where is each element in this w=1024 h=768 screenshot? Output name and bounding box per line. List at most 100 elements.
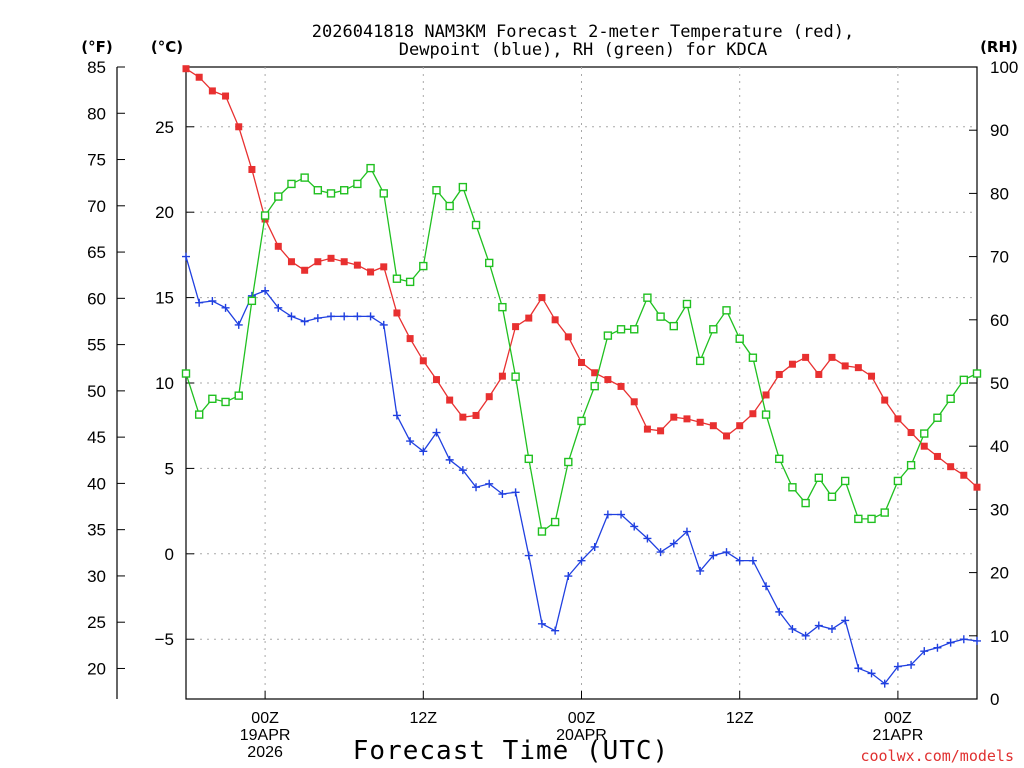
2-meter-temperature-point [947, 463, 955, 471]
dewpoint-point [959, 635, 968, 644]
rh-point [669, 321, 678, 331]
x-tick-label: 12Z [410, 710, 438, 727]
2-meter-temperature-point [551, 316, 559, 324]
2-meter-temperature-point [274, 242, 282, 250]
rh-point [616, 325, 626, 334]
rh-tick-label: 80 [990, 184, 1009, 203]
dewpoint-point [577, 556, 586, 565]
fahrenheit-tick-label: 30 [87, 567, 106, 586]
chart-title-line-1: 2026041818 NAM3KM Forecast 2-meter Tempe… [312, 22, 854, 42]
2-meter-temperature-point [485, 393, 493, 401]
rh-point [550, 517, 560, 527]
rh-point [854, 514, 863, 524]
dewpoint-point [287, 312, 296, 321]
2-meter-temperature-point [762, 391, 770, 399]
fahrenheit-tick-label: 50 [87, 382, 106, 401]
rh-point [682, 299, 692, 309]
dewpoint-point [340, 312, 349, 321]
2-meter-temperature-point [248, 165, 256, 173]
2-meter-temperature-point [353, 261, 361, 269]
rh-tick-label: 100 [990, 58, 1018, 77]
dewpoint-point [867, 669, 876, 678]
dewpoint-point [524, 551, 533, 560]
rh-point [313, 186, 323, 195]
rh-point [788, 483, 797, 492]
2-meter-temperature-point [591, 369, 599, 377]
fahrenheit-tick-label: 35 [87, 521, 106, 540]
fahrenheit-unit-label: (°F) [81, 38, 112, 56]
dewpoint-point [511, 488, 520, 497]
celsius-unit-label: (°C) [151, 38, 183, 56]
fahrenheit-tick-label: 65 [87, 243, 106, 262]
rh-point [260, 211, 270, 220]
dewpoint-point [472, 483, 481, 492]
2-meter-temperature-point [327, 254, 335, 262]
dewpoint-point [696, 566, 705, 575]
rh-point [419, 261, 428, 271]
rh-point [392, 274, 402, 283]
rh-tick-label: 70 [990, 248, 1009, 267]
dewpoint-point [366, 312, 375, 321]
2-meter-temperature-point [815, 370, 823, 378]
dewpoint-point [221, 303, 230, 312]
rh-point [353, 179, 362, 189]
dewpoint-point [907, 660, 916, 669]
rh-point [221, 397, 230, 407]
rh-point [761, 410, 771, 419]
dewpoint-point [537, 619, 546, 628]
2-meter-temperature-point [380, 263, 388, 271]
rh-point [906, 460, 916, 470]
dewpoint-point [313, 314, 322, 323]
fahrenheit-tick-label: 25 [87, 613, 106, 632]
x-tick-label: 00Z [884, 710, 912, 727]
2-meter-temperature-point [617, 382, 625, 390]
rh-point [959, 375, 969, 385]
dewpoint-point [274, 303, 283, 312]
2-meter-temperature-point [564, 333, 572, 341]
dewpoint-point [630, 522, 639, 531]
rh-point [709, 325, 718, 334]
rh-point [194, 410, 204, 419]
dewpoint-point [590, 542, 599, 551]
dewpoint-point [551, 626, 560, 635]
2-meter-temperature-point [367, 268, 375, 276]
celsius-tick-label: 25 [155, 118, 174, 137]
rh-point [340, 186, 349, 195]
2-meter-temperature-point [512, 323, 520, 331]
rh-point [643, 293, 652, 302]
rh-point [458, 182, 468, 192]
2-meter-temperature-point [208, 87, 216, 95]
2-meter-temperature-point [314, 258, 322, 266]
dewpoint-point [920, 647, 929, 656]
dewpoint-point [392, 411, 401, 420]
rh-point [603, 331, 613, 340]
dewpoint-point [854, 664, 863, 673]
2-meter-temperature-point [446, 396, 454, 404]
dewpoint-point [682, 527, 691, 536]
2-meter-temperature-point [723, 432, 731, 440]
rh-point [300, 173, 309, 182]
celsius-tick-label: −5 [155, 630, 174, 649]
celsius-tick-label: 0 [165, 545, 174, 564]
2-meter-temperature-point [775, 370, 783, 378]
rh-point [511, 372, 520, 381]
rh-tick-label: 20 [990, 564, 1009, 583]
2-meter-temperature-point [630, 398, 638, 406]
dewpoint-point [933, 643, 942, 652]
dewpoint-point [445, 455, 454, 464]
rh-point [972, 369, 982, 378]
dewpoint-point [498, 490, 507, 499]
2-meter-temperature-point [841, 362, 849, 370]
rh-point [775, 454, 784, 464]
rh-point [234, 391, 243, 400]
rh-point [445, 201, 454, 211]
fahrenheit-tick-label: 80 [87, 104, 106, 123]
rh-point [485, 258, 494, 268]
dewpoint-point [973, 636, 981, 645]
2-meter-temperature-point [538, 294, 546, 302]
2-meter-temperature-point [301, 266, 309, 274]
2-meter-temperature-point [828, 353, 836, 361]
rh-point [247, 296, 257, 306]
dewpoint-point [841, 616, 850, 625]
2-meter-temperature-point [340, 258, 348, 266]
